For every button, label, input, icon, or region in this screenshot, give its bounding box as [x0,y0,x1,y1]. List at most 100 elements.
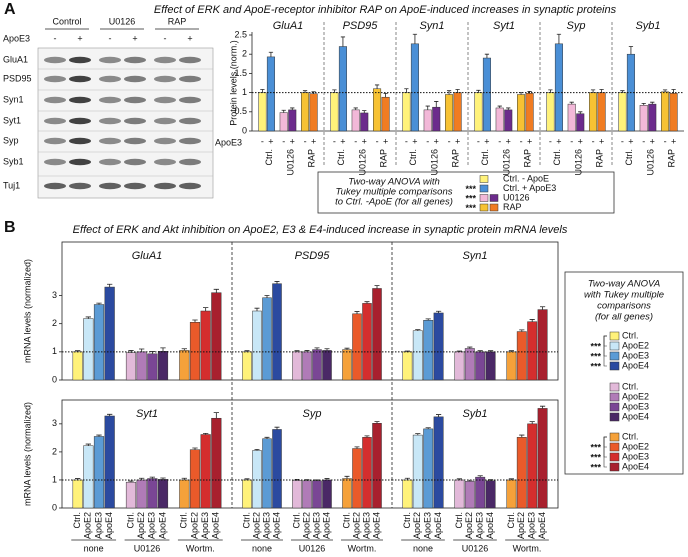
legend-label: ApoE3 [622,350,649,360]
error-bar [264,295,270,298]
legend-swatch [479,194,489,202]
x-tick-label: + [383,136,388,146]
bar [351,109,360,132]
bar [136,351,147,381]
blot-band [99,56,121,64]
bar [362,303,372,381]
blot-band [69,158,91,166]
panel-title: Effect of ERK and Akt inhibition on ApoE… [73,224,568,236]
bar [279,112,288,132]
bar [372,423,382,509]
error-bar [192,319,198,323]
bar [433,312,444,381]
y-tick-label: 1 [242,87,247,97]
x-tick-label: ApoE3 [475,512,485,539]
bar [445,94,454,132]
error-bar [96,302,102,305]
group-label: none [84,543,104,553]
group-label: Ctrl. [552,149,562,166]
error-bar [192,447,198,450]
x-tick-label: ApoE2 [189,512,199,539]
bar [589,92,598,132]
blot-band [124,182,146,190]
error-bar [446,90,452,95]
legend-swatch [609,462,620,472]
bar [262,297,272,381]
error-bar [311,91,316,94]
error-bar [85,443,91,446]
bar [342,349,352,381]
error-bar [497,105,502,108]
legend-label: ApoE2 [622,391,649,401]
blot-band [179,182,201,190]
bar [262,438,272,509]
x-tick-label: + [527,136,532,146]
group-label: RAP [595,149,605,168]
x-tick-label: ApoE4 [371,512,381,539]
stars: *** [590,442,601,452]
error-bar [364,301,370,304]
group-label: none [252,543,272,553]
panel-title: Effect of ERK and ApoE-receptor inhibito… [154,4,617,16]
bar [362,437,372,509]
x-tick-label: ApoE3 [423,512,433,539]
error-bar [362,110,367,113]
error-bar [488,350,494,352]
error-bar [314,347,320,350]
x-tick-label: - [664,136,667,146]
bar [412,434,423,509]
blot-protein: PSD95 [3,73,32,83]
legend-label: Ctrl. + ApoE3 [503,183,556,193]
bar [433,416,444,509]
x-tick-label: Ctrl. [72,512,82,529]
blot-band [69,75,91,83]
bar [475,476,486,509]
error-bar [404,88,409,93]
bar [72,479,83,509]
blot-band [179,75,201,83]
error-bar [213,288,219,293]
error-bar [671,89,676,94]
error-bar [578,111,583,114]
stat-text: to Ctrl. -ApoE (for all genes) [335,197,453,208]
blot-band [154,182,176,190]
chart-title: Syn1 [419,20,444,32]
chart-title: GluA1 [132,250,163,262]
error-bar [599,89,604,93]
bar [272,283,282,381]
x-tick-label: + [290,136,295,146]
bar [485,351,496,381]
x-tick-label: ApoE3 [361,512,371,539]
error-bar [529,421,535,424]
stars: *** [590,351,601,361]
bar [410,43,419,132]
x-tick-label: - [549,136,552,146]
group-label: RAP [307,149,317,168]
blot-protein: Tuj1 [3,180,20,190]
x-tick-label: - [621,136,624,146]
blot-treatment: ApoE3 [3,33,30,43]
x-tick-label: - [282,136,285,146]
legend-label: ApoE4 [622,360,649,370]
chart-title: PSD95 [343,20,379,32]
y-tick-label: 2 [52,446,57,456]
y-tick-label: 0 [52,502,57,512]
group-label: U0126 [134,543,161,553]
stars: *** [590,462,601,472]
bar [537,309,548,381]
bar [189,322,201,381]
legend-label: ApoE4 [622,411,649,421]
x-tick-label: ApoE3 [261,512,271,539]
x-tick-label: ApoE2 [251,512,261,539]
bar [597,92,606,132]
y-tick-label: 3 [52,418,57,428]
error-bar [354,311,360,314]
legend-swatch [489,203,499,212]
bar [373,88,382,132]
legend-swatch [609,382,620,392]
chart-title: PSD95 [295,250,331,262]
error-bar [425,427,431,429]
x-tick-label: + [650,136,655,146]
bar [554,43,563,132]
bar [412,330,423,381]
